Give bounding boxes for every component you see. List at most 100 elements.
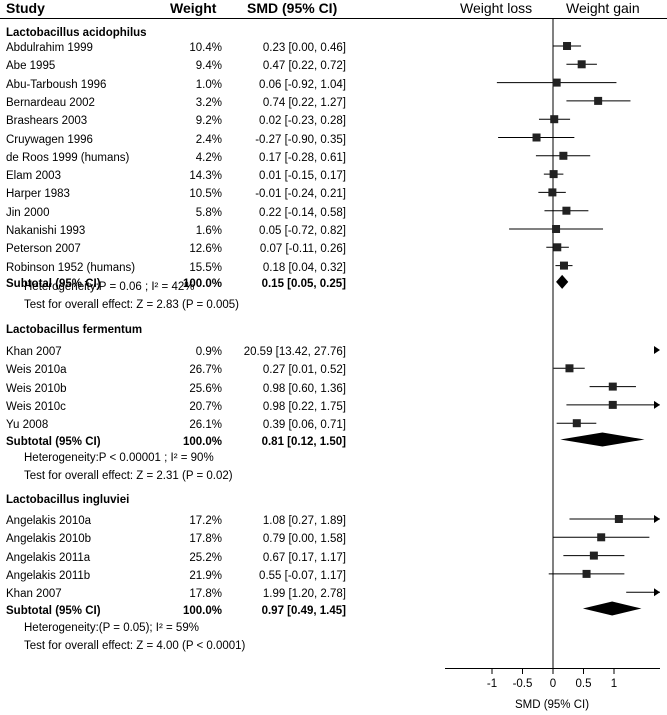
group-title: Lactobacillus ingluviei	[6, 494, 130, 506]
study-weight: 5.8%	[195, 206, 222, 219]
study-ci: 0.98 [0.22, 1.75]	[262, 400, 346, 413]
effect-square	[563, 42, 572, 50]
study-name: Cruywagen 1996	[6, 133, 93, 146]
ci-arrow	[654, 588, 660, 597]
effect-square	[550, 115, 559, 124]
effect-square	[552, 225, 561, 233]
study-ci: 0.23 [0.00, 0.46]	[262, 42, 346, 54]
effect-square	[559, 151, 568, 160]
study-name: Angelakis 2010b	[6, 533, 92, 546]
group-title: Lactobacillus acidophilus	[6, 27, 147, 39]
effect-square	[608, 400, 617, 409]
study-weight: 12.6%	[189, 243, 222, 256]
study-name: Abdulrahim 1999	[6, 42, 93, 54]
study-weight: 1.6%	[195, 225, 222, 237]
x-tick-label: 0	[550, 678, 556, 690]
study-weight: 4.2%	[195, 151, 222, 164]
x-tick-label: 1	[611, 678, 617, 690]
study-ci: 0.05 [-0.72, 0.82]	[259, 225, 346, 237]
study-ci: 1.99 [1.20, 2.78]	[262, 588, 346, 601]
subtotal-label: Subtotal (95% CI)	[6, 277, 101, 290]
effect-square	[577, 60, 586, 69]
study-weight: 25.6%	[189, 382, 222, 395]
study-weight: 2.4%	[195, 133, 222, 146]
subtotal-weight: 100.0%	[182, 435, 222, 448]
subtotal-diamond	[560, 432, 645, 447]
study-name: Brashears 2003	[6, 115, 88, 128]
study-ci: 0.27 [0.01, 0.52]	[262, 364, 346, 377]
study-weight: 17.8%	[189, 588, 222, 601]
ci-arrow	[654, 346, 660, 354]
study-name: Elam 2003	[6, 170, 61, 183]
study-ci: 0.47 [0.22, 0.72]	[262, 60, 346, 73]
study-ci: 0.06 [-0.92, 1.04]	[259, 78, 346, 91]
study-ci: 0.67 [0.17, 1.17]	[262, 551, 346, 564]
effect-square	[532, 133, 541, 142]
study-ci: 0.22 [-0.14, 0.58]	[259, 206, 346, 219]
effect-square	[553, 243, 562, 252]
study-ci: -0.01 [-0.24, 0.21]	[255, 188, 346, 201]
study-name: Robinson 1952 (humans)	[6, 261, 136, 274]
effect-square	[597, 533, 606, 542]
study-name: Nakanishi 1993	[6, 225, 86, 237]
study-name: Weis 2010b	[6, 382, 67, 395]
header-study: Study	[6, 0, 45, 16]
header-weight: Weight	[170, 0, 217, 16]
subtotal-ci: 0.15 [0.05, 0.25]	[261, 277, 346, 290]
study-weight: 25.2%	[189, 551, 222, 564]
effect-square	[565, 364, 574, 373]
effect-square	[608, 382, 617, 391]
effect-square	[559, 261, 568, 270]
study-weight: 20.7%	[189, 400, 222, 413]
study-weight: 26.7%	[189, 364, 222, 377]
study-name: Angelakis 2011b	[6, 569, 91, 582]
subtotal-ci: 0.81 [0.12, 1.50]	[261, 435, 346, 448]
x-tick-label: -0.5	[513, 678, 533, 690]
study-name: Bernardeau 2002	[6, 96, 95, 109]
x-axis-label: SMD (95% CI)	[514, 699, 590, 711]
study-ci: 0.79 [0.00, 1.58]	[262, 533, 346, 546]
study-name: Angelakis 2010a	[6, 515, 92, 527]
group-title: Lactobacillus fermentum	[6, 324, 143, 336]
subtotal-weight: 100.0%	[182, 277, 222, 290]
study-ci: 0.18 [0.04, 0.32]	[262, 261, 346, 274]
ci-arrow	[654, 400, 660, 409]
x-tick-label: 0.5	[576, 678, 592, 690]
effect-square	[594, 96, 603, 105]
effect-square	[582, 569, 591, 578]
study-ci: 20.59 [13.42, 27.76]	[243, 346, 346, 358]
study-ci: 0.74 [0.22, 1.27]	[262, 96, 346, 109]
study-weight: 1.0%	[195, 78, 222, 91]
study-ci: 0.98 [0.60, 1.36]	[262, 382, 346, 395]
study-weight: 10.5%	[189, 188, 222, 201]
study-weight: 17.2%	[189, 515, 222, 527]
ci-arrow	[654, 515, 660, 523]
study-ci: 0.39 [0.06, 0.71]	[262, 419, 346, 432]
effect-square	[572, 419, 581, 428]
study-weight: 17.8%	[189, 533, 222, 546]
overall-effect-text: Test for overall effect: Z = 2.31 (P = 0…	[24, 470, 233, 482]
subtotal-ci: 0.97 [0.49, 1.45]	[261, 604, 346, 617]
x-tick-label: -1	[487, 678, 497, 690]
study-ci: -0.27 [-0.90, 0.35]	[255, 133, 346, 146]
study-name: Weis 2010c	[6, 400, 66, 413]
subtotal-label: Subtotal (95% CI)	[6, 604, 101, 617]
effect-square	[614, 515, 623, 523]
study-name: Jin 2000	[6, 206, 50, 219]
study-weight: 3.2%	[195, 96, 222, 109]
study-weight: 21.9%	[189, 569, 222, 582]
study-name: Khan 2007	[6, 346, 62, 358]
subtotal-diamond	[556, 274, 569, 289]
overall-effect-text: Test for overall effect: Z = 2.83 (P = 0…	[24, 299, 239, 311]
study-name: Yu 2008	[6, 419, 49, 432]
subtotal-label: Subtotal (95% CI)	[6, 435, 101, 448]
overall-effect-text: Test for overall effect: Z = 4.00 (P < 0…	[24, 640, 246, 652]
study-weight: 15.5%	[189, 261, 222, 274]
effect-square	[552, 78, 561, 87]
effect-square	[548, 188, 557, 197]
header-weight-gain: Weight gain	[566, 0, 640, 16]
subtotal-weight: 100.0%	[182, 604, 222, 617]
study-name: de Roos 1999 (humans)	[6, 151, 130, 164]
study-weight: 0.9%	[195, 346, 222, 358]
